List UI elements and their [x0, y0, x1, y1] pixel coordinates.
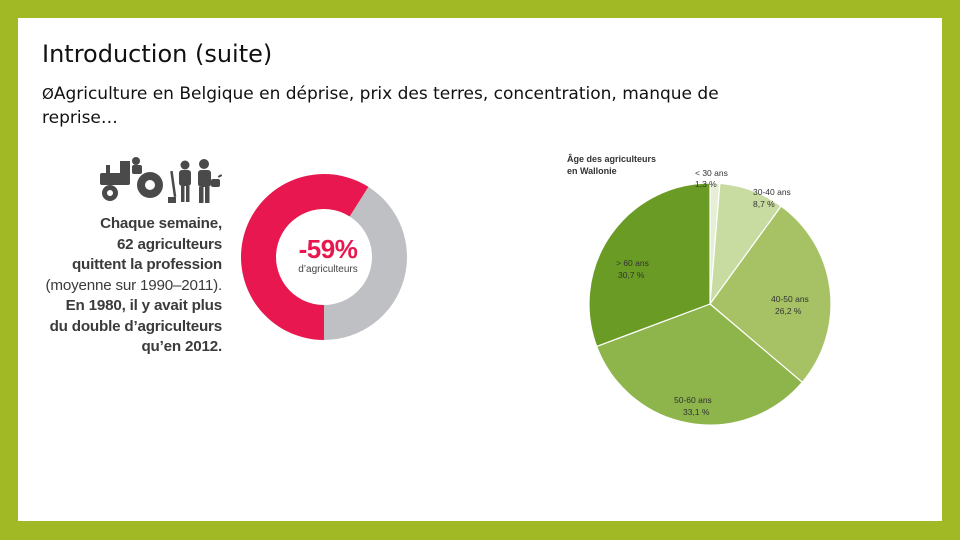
- caption-line: (moyenne sur 1990–2011).: [45, 276, 223, 294]
- pie-title-line2: en Wallonie: [567, 166, 617, 176]
- donut-slice-decline: [240, 173, 369, 340]
- child-with-shovel-icon: [168, 160, 191, 203]
- bullet-point: ØAgriculture en Belgique en déprise, pri…: [42, 82, 802, 130]
- pie-title-line1: Âge des agriculteurs: [567, 153, 656, 164]
- caption-line: qu’en 2012.: [141, 338, 222, 355]
- bullet-text-line2: reprise…: [42, 108, 118, 128]
- pie-slice: [595, 303, 804, 426]
- farm-icons: [100, 157, 222, 203]
- pie-category-label: < 30 ans: [695, 168, 728, 178]
- pie-value-label: 1,3 %: [695, 179, 717, 189]
- tractor-icon: [100, 157, 163, 201]
- slide-title: Introduction (suite): [42, 40, 273, 68]
- pie-value-label: 33,1 %: [683, 407, 710, 417]
- pie-category-label: > 60 ans: [616, 258, 649, 268]
- pie-value-label: 8,7 %: [753, 199, 775, 209]
- donut-slice-remaining: [324, 186, 407, 340]
- pie-category-label: 30-40 ans: [753, 187, 791, 197]
- decline-percentage-label: d’agriculteurs: [298, 264, 358, 275]
- caption-line: Chaque semaine,: [100, 215, 222, 232]
- arrow-bullet-icon: Ø: [42, 85, 54, 103]
- pie-category-label: 40-50 ans: [771, 294, 809, 304]
- decline-donut-chart: [240, 173, 407, 340]
- pie-value-label: 26,2 %: [775, 306, 802, 316]
- age-pie-chart: Âge des agriculteurs en Wallonie < 30 an…: [567, 153, 832, 426]
- person-with-watering-can-icon: [198, 159, 222, 203]
- bullet-text-line1: Agriculture en Belgique en déprise, prix…: [53, 84, 719, 104]
- decline-percentage: -59%: [298, 234, 358, 264]
- slide: Introduction (suite) ØAgriculture en Bel…: [18, 18, 942, 521]
- caption-line: du double d’agriculteurs: [49, 317, 223, 335]
- pie-slice: [588, 182, 711, 348]
- pie-category-label: 50-60 ans: [674, 395, 712, 405]
- caption-line: En 1980, il y avait plus: [65, 297, 223, 314]
- caption-line: quittent la profession: [71, 256, 222, 273]
- caption-line: 62 agriculteurs: [116, 235, 222, 253]
- decline-caption: Chaque semaine, 62 agriculteurs quittent l…: [40, 214, 223, 358]
- farmers-decline-infographic: Chaque semaine, 62 agriculteurs quittent l…: [40, 151, 420, 381]
- pie-slice: [709, 205, 832, 384]
- pie-value-label: 30,7 %: [618, 270, 645, 280]
